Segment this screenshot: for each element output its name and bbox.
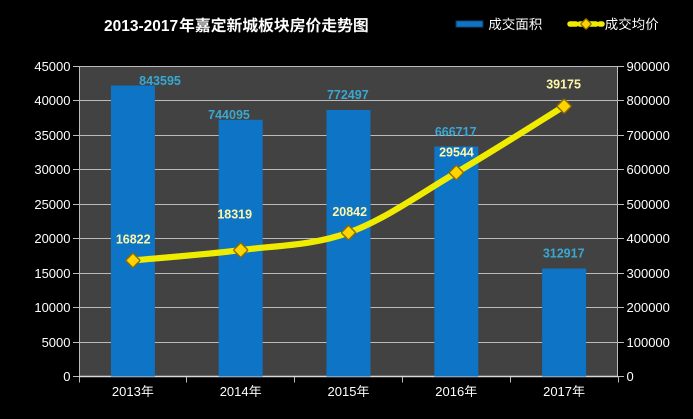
svg-text:35000: 35000 xyxy=(34,128,70,143)
svg-text:30000: 30000 xyxy=(34,162,70,177)
svg-text:2017: 2017 xyxy=(543,384,572,399)
svg-text:312917: 312917 xyxy=(543,246,585,260)
svg-text:2016: 2016 xyxy=(435,384,464,399)
svg-text:744095: 744095 xyxy=(208,108,250,122)
svg-text:843595: 843595 xyxy=(139,74,181,88)
svg-text:5000: 5000 xyxy=(42,335,71,350)
svg-text:20000: 20000 xyxy=(34,231,70,246)
svg-text:900000: 900000 xyxy=(627,59,670,74)
svg-text:400000: 400000 xyxy=(627,231,670,246)
svg-text:40000: 40000 xyxy=(34,93,70,108)
svg-text:300000: 300000 xyxy=(627,266,670,281)
svg-text:2013: 2013 xyxy=(112,384,141,399)
svg-text:666717: 666717 xyxy=(435,125,477,139)
svg-text:772497: 772497 xyxy=(327,88,369,102)
svg-text:45000: 45000 xyxy=(34,59,70,74)
svg-text:200000: 200000 xyxy=(627,300,670,315)
svg-text:25000: 25000 xyxy=(34,197,70,212)
svg-text:800000: 800000 xyxy=(627,93,670,108)
svg-text:100000: 100000 xyxy=(627,335,670,350)
svg-text:20842: 20842 xyxy=(332,205,367,219)
svg-text:600000: 600000 xyxy=(627,162,670,177)
svg-text:500000: 500000 xyxy=(627,197,670,212)
svg-text:0: 0 xyxy=(627,369,634,384)
svg-text:39175: 39175 xyxy=(546,78,581,92)
svg-text:10000: 10000 xyxy=(34,300,70,315)
svg-text:700000: 700000 xyxy=(627,128,670,143)
svg-text:18319: 18319 xyxy=(217,208,252,222)
svg-text:2013-2017: 2013-2017 xyxy=(104,18,178,35)
svg-text:2014: 2014 xyxy=(220,384,249,399)
svg-text:0: 0 xyxy=(63,369,70,384)
svg-text:29544: 29544 xyxy=(439,145,474,159)
svg-text:15000: 15000 xyxy=(34,266,70,281)
svg-text:16822: 16822 xyxy=(116,233,151,247)
svg-text:2015: 2015 xyxy=(328,384,357,399)
